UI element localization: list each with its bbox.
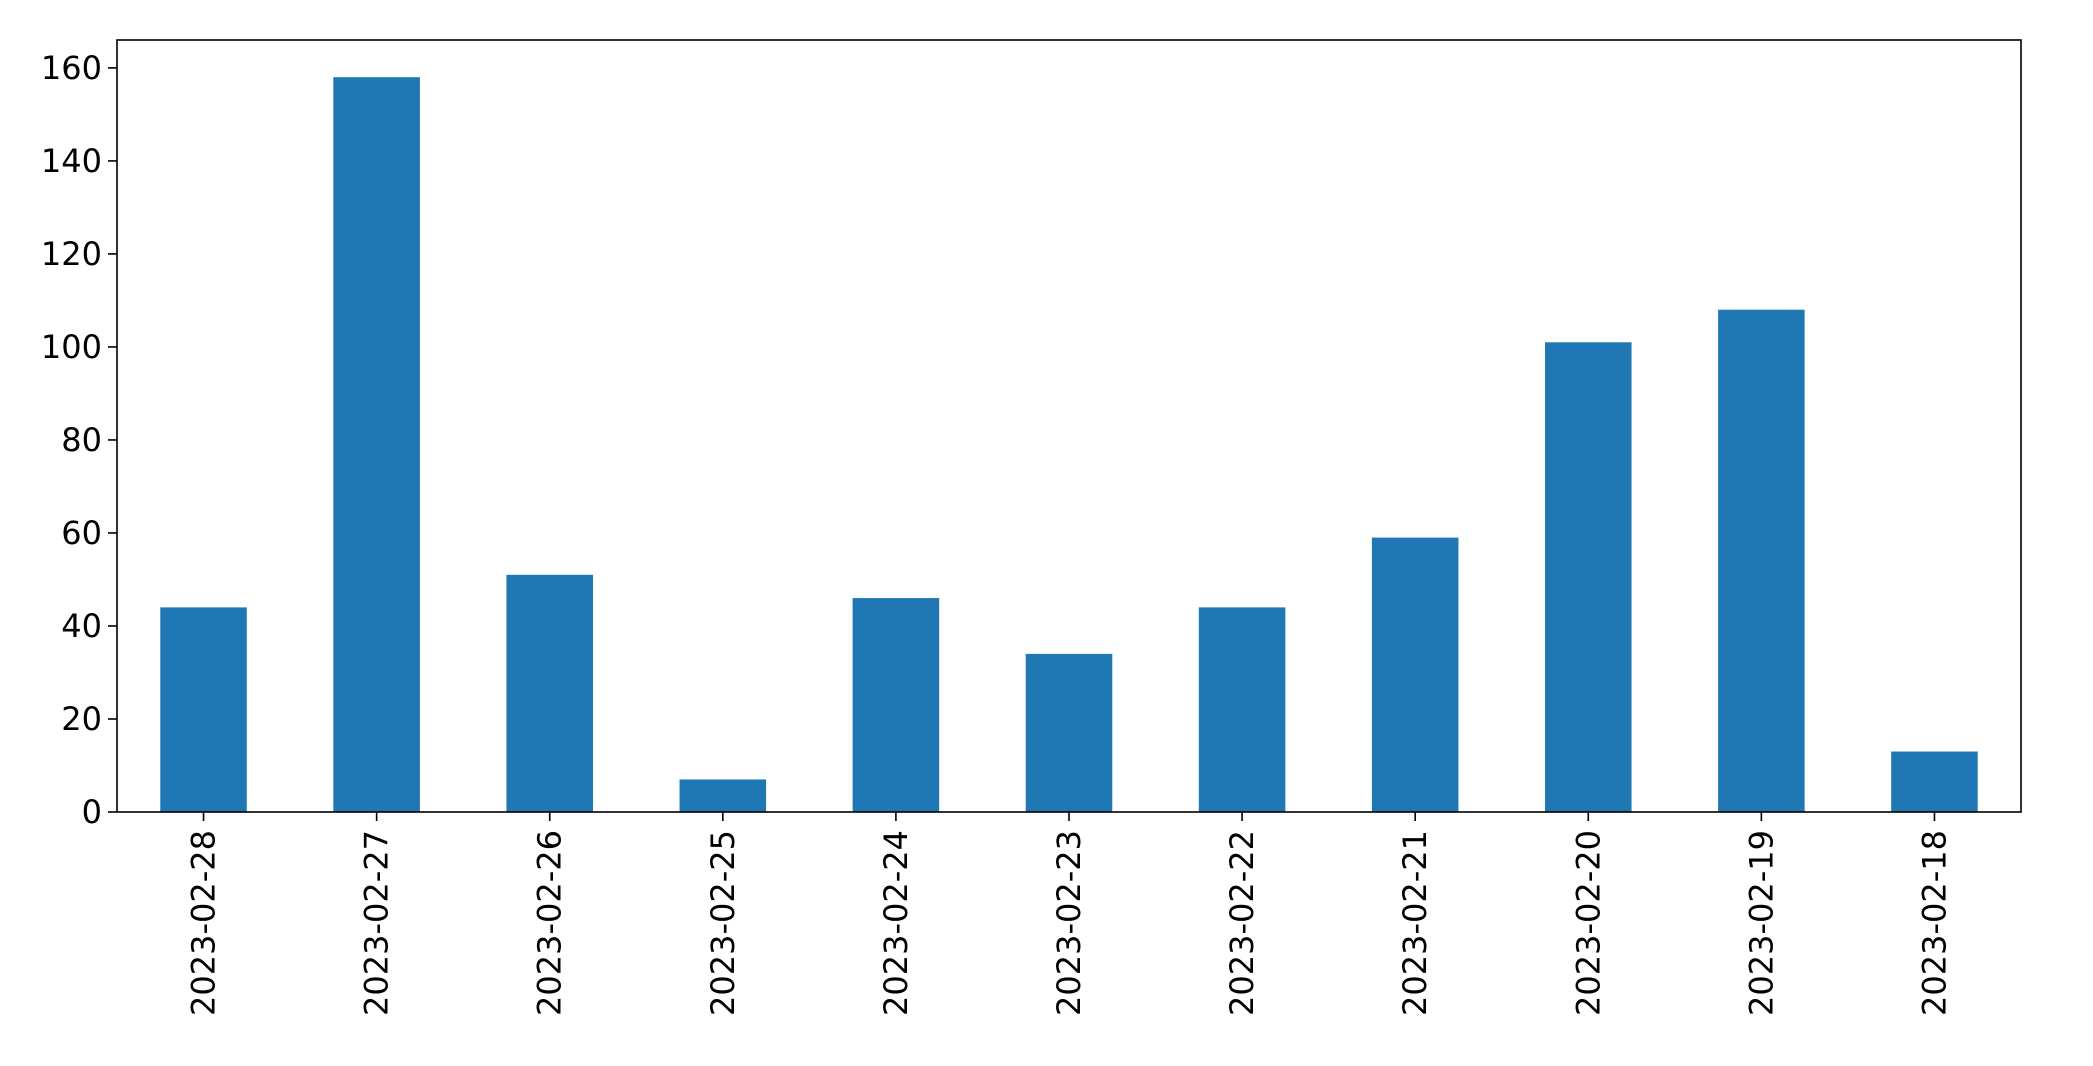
x-tick-label: 2023-02-28 (185, 830, 223, 1016)
y-axis: 0 20 40 60 80 100 120 140 160 (41, 49, 117, 831)
bar-2023-02-18 (1891, 751, 1978, 812)
y-tick-label: 40 (61, 607, 102, 645)
bar-2023-02-26 (506, 574, 593, 812)
x-tick-label: 2023-02-22 (1223, 830, 1261, 1016)
x-tick-label: 2023-02-21 (1396, 830, 1434, 1016)
x-tick-label: 2023-02-26 (531, 830, 569, 1016)
x-tick-label: 2023-02-20 (1569, 830, 1607, 1016)
x-tick-label: 2023-02-19 (1742, 830, 1780, 1016)
y-tick-label: 100 (41, 328, 102, 366)
x-tick-label: 2023-02-23 (1050, 830, 1088, 1016)
bar-2023-02-28 (160, 607, 247, 812)
bar-2023-02-20 (1545, 342, 1632, 812)
y-tick-label: 80 (61, 421, 102, 459)
y-tick-label: 60 (61, 514, 102, 552)
x-tick-label: 2023-02-24 (877, 830, 915, 1016)
bar-2023-02-23 (1025, 653, 1113, 812)
plot-frame (116, 39, 2022, 813)
bar-2023-02-24 (852, 598, 940, 812)
x-tick-label: 2023-02-18 (1915, 830, 1953, 1016)
bar-2023-02-27 (333, 77, 420, 812)
y-tick-label: 0 (82, 793, 102, 831)
y-tick-label: 120 (41, 235, 102, 273)
bar-2023-02-25 (679, 779, 767, 812)
bar-2023-02-22 (1198, 607, 1286, 812)
y-tick-label: 20 (61, 700, 102, 738)
x-axis: 2023-02-28 2023-02-27 2023-02-26 2023-02-25… (185, 812, 1953, 1016)
bar-2023-02-19 (1718, 309, 1805, 812)
bars-layer (160, 77, 1978, 812)
x-tick-label: 2023-02-27 (358, 830, 396, 1016)
bar-2023-02-21 (1371, 537, 1459, 812)
y-tick-label: 160 (41, 49, 102, 87)
x-tick-label: 2023-02-25 (704, 830, 742, 1016)
y-tick-label: 140 (41, 142, 102, 180)
